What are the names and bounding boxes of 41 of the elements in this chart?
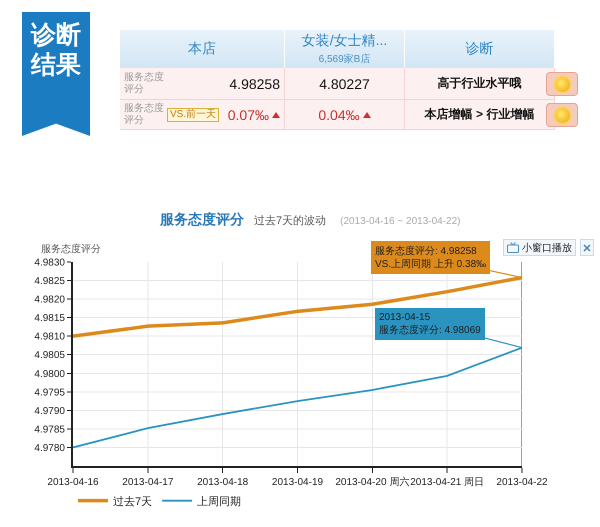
y-tick-label: 4.9825 — [34, 276, 66, 288]
legend-label: 过去7天 — [113, 494, 152, 508]
y-tick-label: 4.9810 — [34, 332, 66, 343]
text: 诊断结果 — [30, 20, 82, 80]
annotation: 服务态度评分: 4.98258 VS.上周同期 上升 0.38‰ — [375, 245, 486, 270]
category-label: 本店 — [188, 40, 216, 58]
text: 4.98258 — [229, 76, 280, 92]
x-tick-label: 2013-04-22 — [496, 477, 548, 488]
legend-label: 上周同期 — [197, 494, 242, 508]
y-tick-label: 4.9790 — [34, 406, 66, 417]
x-tick-label: 2013-04-16 — [47, 477, 100, 488]
x-tick-label: 2013-04-21 周日 — [410, 477, 484, 488]
x-tick-label: 2013-04-20 周六 — [335, 476, 410, 488]
text: 本店增幅 > 行业增幅 — [424, 107, 534, 121]
category-label: 诊断 — [466, 40, 494, 58]
x-tick-label: 2013-04-17 — [122, 477, 174, 488]
x-tick-label: 2013-04-19 — [272, 477, 324, 488]
y-tick-label: 4.9785 — [34, 424, 66, 436]
chart-subtitle: 过去7天的波动 — [254, 214, 326, 228]
y-axis-title: 服务态度评分 — [41, 242, 101, 256]
text: VS.前一天 — [167, 108, 220, 122]
text: (2013-04-16 ~ 2013-04-22) — [340, 216, 460, 227]
y-tick-label: 4.9815 — [34, 313, 66, 324]
y-tick-label: 4.9780 — [34, 442, 66, 454]
y-tick-label: 4.9820 — [34, 294, 66, 306]
category-label: 服务态度评分 — [124, 102, 164, 126]
text: 0.07‰ — [228, 106, 269, 122]
y-tick-label: 4.9795 — [34, 387, 66, 398]
category-label: 女装/女士精... — [302, 32, 388, 50]
chart-title: 服务态度评分 — [160, 211, 244, 229]
y-tick-label: 4.9805 — [34, 350, 66, 362]
text: 高于行业水平哦 — [438, 76, 522, 90]
category-label: 服务态度评分 — [124, 72, 164, 94]
text: 6,569家B店 — [318, 52, 370, 66]
x-tick-label: 2013-04-18 — [197, 477, 249, 488]
text: 4.80227 — [319, 76, 370, 92]
text: 小窗口播放 — [522, 242, 572, 254]
annotation: 2013-04-15 服务态度评分: 4.98069 — [379, 312, 482, 336]
text: 0.04‰ — [318, 106, 360, 122]
y-tick-label: 4.9830 — [34, 258, 66, 268]
y-tick-label: 4.9800 — [34, 368, 66, 380]
